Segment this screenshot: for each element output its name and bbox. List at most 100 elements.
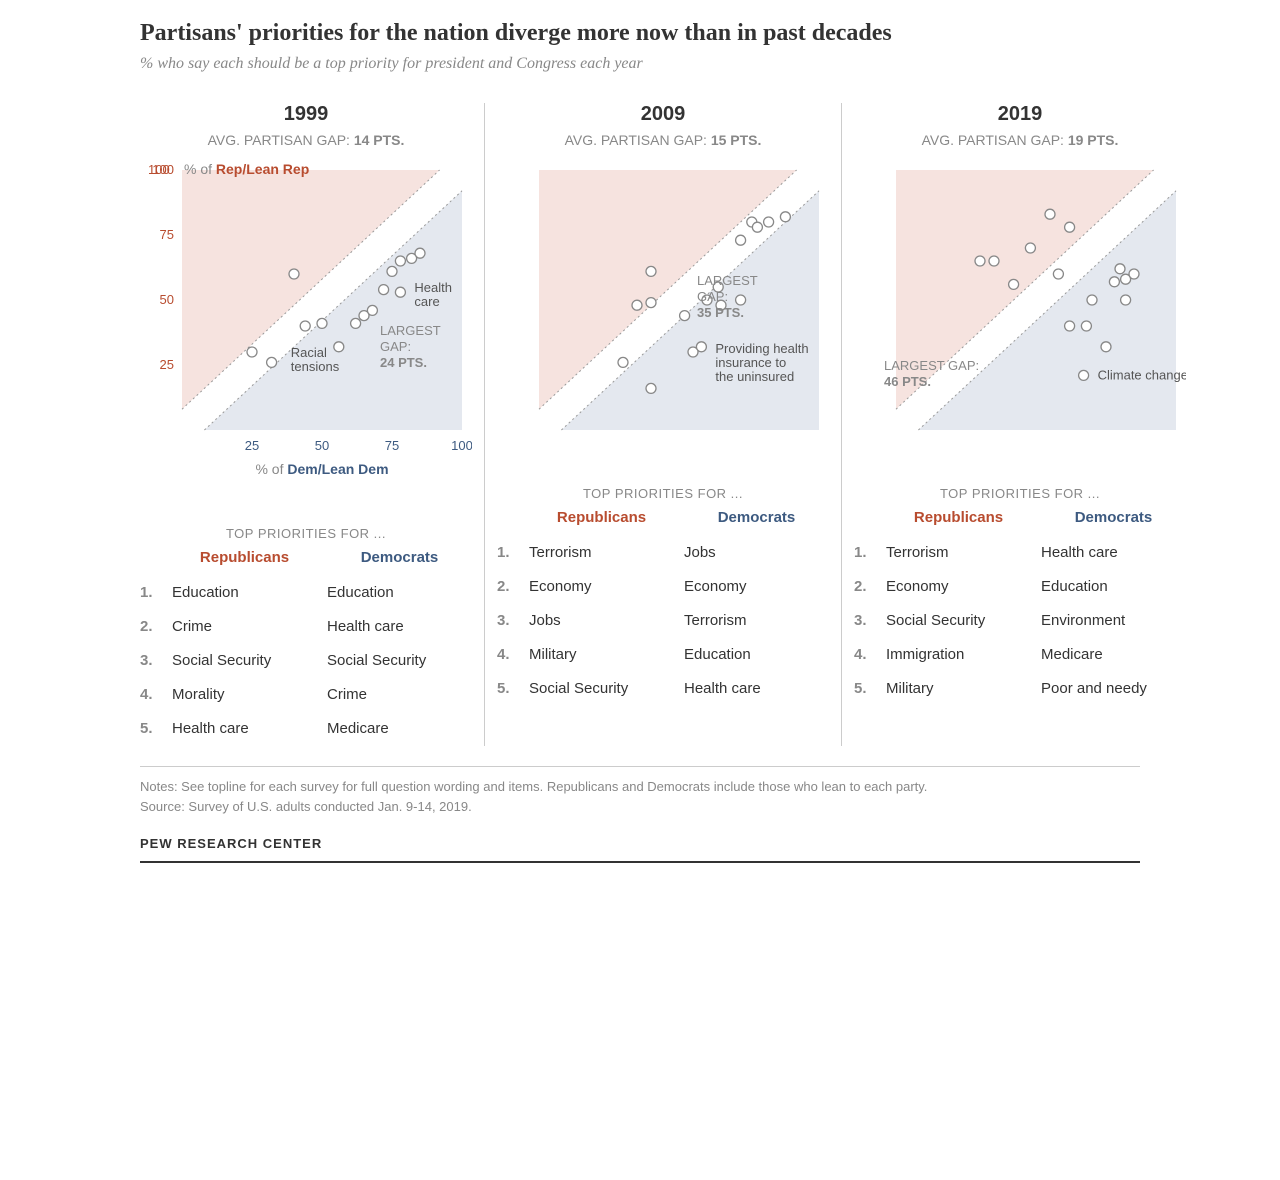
data-point [351, 318, 361, 328]
panels-row: 1999AVG. PARTISAN GAP: 14 PTS.2550751001… [140, 103, 1140, 746]
svg-text:50: 50 [160, 292, 174, 307]
priority-item: Economy [684, 570, 829, 604]
rank-column: .1.2.3.4.5. [140, 549, 162, 746]
rank-number: 2. [497, 570, 519, 604]
data-point [395, 287, 405, 297]
svg-text:75: 75 [160, 227, 174, 242]
data-point [646, 266, 656, 276]
rank-column: .1.2.3.4.5. [854, 509, 876, 706]
svg-text:50: 50 [315, 438, 329, 453]
largest-gap-label: LARGEST [380, 323, 441, 338]
priority-item: Jobs [684, 536, 829, 570]
data-point [680, 311, 690, 321]
rank-number: 1. [854, 536, 876, 570]
data-point [395, 256, 405, 266]
rank-number: 1. [497, 536, 519, 570]
data-point [1109, 277, 1119, 287]
data-point [736, 295, 746, 305]
data-point [646, 383, 656, 393]
priority-item: Health care [1041, 536, 1186, 570]
data-point [646, 298, 656, 308]
largest-gap-label: LARGEST [697, 273, 758, 288]
data-point [1079, 370, 1089, 380]
republicans-column: RepublicansTerrorismEconomySocial Securi… [886, 509, 1031, 706]
largest-gap-pts: 24 PTS. [380, 355, 427, 370]
data-point [780, 212, 790, 222]
dem-header: Democrats [327, 549, 472, 566]
data-point [367, 305, 377, 315]
dem-header: Democrats [1041, 509, 1186, 526]
republicans-column: RepublicansEducationCrimeSocial Security… [172, 549, 317, 746]
data-point [696, 342, 706, 352]
notes-line-2: Source: Survey of U.S. adults conducted … [140, 797, 1140, 817]
rank-number: 2. [854, 570, 876, 604]
point-label: care [414, 294, 439, 309]
priority-item: Poor and needy [1041, 672, 1186, 706]
priority-item: Health care [172, 712, 317, 746]
svg-text:100: 100 [451, 438, 472, 453]
scatter-chart: LARGEST GAP:46 PTS.Climate change [854, 160, 1186, 470]
data-point [317, 318, 327, 328]
chart-title: Partisans' priorities for the nation div… [140, 20, 1140, 47]
rank-number: 4. [854, 638, 876, 672]
rank-number: 1. [140, 576, 162, 610]
data-point [736, 235, 746, 245]
data-point [247, 347, 257, 357]
priorities-columns: .1.2.3.4.5.RepublicansTerrorismEconomyJo… [497, 509, 829, 706]
data-point [1081, 321, 1091, 331]
priority-item: Education [684, 638, 829, 672]
priority-item: Morality [172, 678, 317, 712]
priority-item: Health care [684, 672, 829, 706]
data-point [989, 256, 999, 266]
priority-item: Health care [327, 610, 472, 644]
priority-item: Military [529, 638, 674, 672]
point-label: the uninsured [715, 369, 794, 384]
data-point [975, 256, 985, 266]
point-label: Providing health [715, 341, 808, 356]
dem-header: Democrats [684, 509, 829, 526]
largest-gap-pts: 46 PTS. [884, 374, 931, 389]
rank-number: 5. [854, 672, 876, 706]
rank-number: 3. [854, 604, 876, 638]
data-point [764, 217, 774, 227]
democrats-column: DemocratsJobsEconomyTerrorismEducationHe… [684, 509, 829, 706]
data-point [1101, 342, 1111, 352]
data-point [1053, 269, 1063, 279]
chart-container: Partisans' priorities for the nation div… [140, 20, 1140, 863]
priority-item: Social Security [172, 644, 317, 678]
svg-text:25: 25 [160, 357, 174, 372]
data-point [1065, 321, 1075, 331]
priority-item: Education [172, 576, 317, 610]
data-point [752, 222, 762, 232]
priorities-header: TOP PRIORITIES FOR ... [497, 486, 829, 501]
largest-gap-label: GAP: [380, 339, 411, 354]
priority-item: Social Security [327, 644, 472, 678]
chart-subtitle: % who say each should be a top priority … [140, 55, 1140, 73]
data-point [632, 300, 642, 310]
priority-item: Terrorism [886, 536, 1031, 570]
svg-text:100: 100 [148, 162, 170, 177]
svg-text:25: 25 [245, 438, 259, 453]
data-point [387, 266, 397, 276]
avg-gap-label: AVG. PARTISAN GAP: 15 PTS. [497, 132, 829, 148]
largest-gap-label: LARGEST GAP: [884, 358, 979, 373]
priority-item: Military [886, 672, 1031, 706]
data-point [1087, 295, 1097, 305]
democrats-column: DemocratsHealth careEducationEnvironment… [1041, 509, 1186, 706]
panel-year: 2009 [497, 103, 829, 126]
priority-item: Environment [1041, 604, 1186, 638]
panel-2019: 2019AVG. PARTISAN GAP: 19 PTS.LARGEST GA… [841, 103, 1198, 746]
priority-item: Medicare [327, 712, 472, 746]
point-label: insurance to [715, 355, 786, 370]
rank-number: 4. [497, 638, 519, 672]
panel-year: 2019 [854, 103, 1186, 126]
data-point [415, 248, 425, 258]
footer-notes: Notes: See topline for each survey for f… [140, 766, 1140, 816]
rank-number: 5. [497, 672, 519, 706]
priorities-columns: .1.2.3.4.5. RepublicansEducationCrimeSoci… [140, 549, 472, 746]
priorities-columns: .1.2.3.4.5. RepublicansTerrorismEconomySo… [854, 509, 1186, 706]
point-label: Racial [291, 345, 327, 360]
svg-text:75: 75 [385, 438, 399, 453]
data-point [289, 269, 299, 279]
data-point [1065, 222, 1075, 232]
